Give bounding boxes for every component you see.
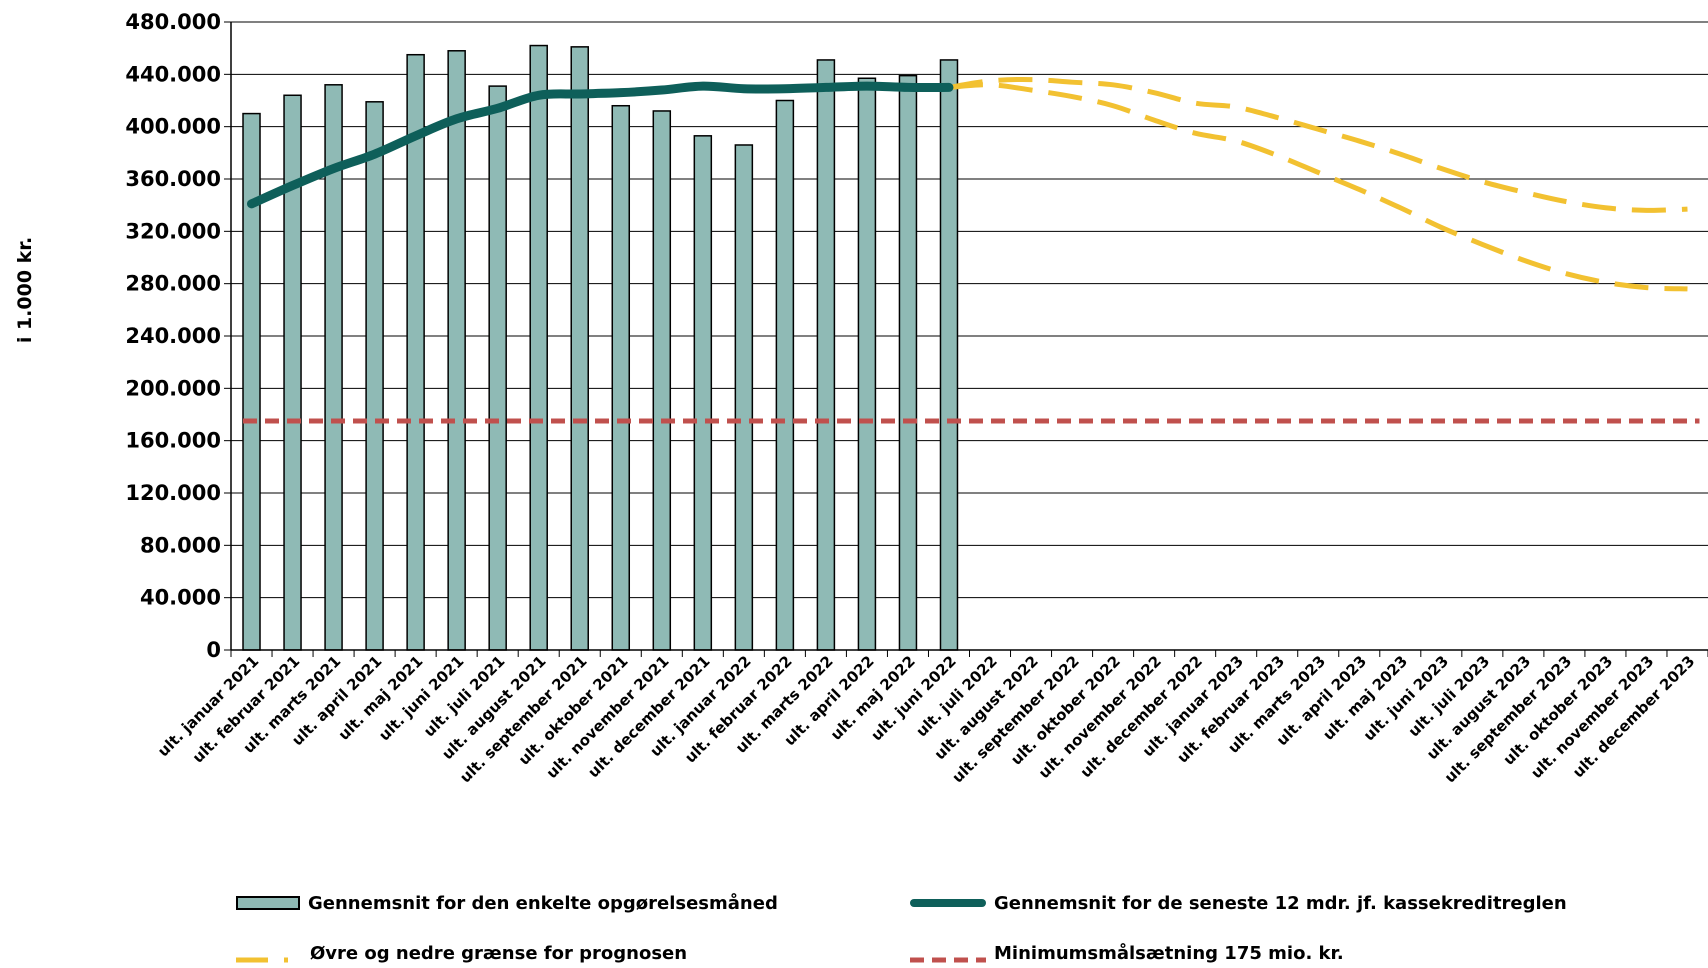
forecast-lines — [948, 76, 1688, 292]
bar — [652, 110, 672, 651]
y-tick-label: 480.000 — [125, 10, 221, 34]
bar — [447, 50, 466, 651]
y-tick-label: 240.000 — [125, 324, 221, 348]
y-tick-label: 360.000 — [125, 167, 221, 191]
bar — [775, 99, 795, 651]
bar — [570, 46, 589, 651]
axes — [230, 22, 1708, 657]
forecast-upper-line — [948, 76, 1688, 213]
y-tick-label: 200.000 — [125, 376, 221, 400]
y-tick-label: 400.000 — [125, 115, 221, 139]
bar — [488, 85, 507, 651]
y-tick-label: 80.000 — [140, 533, 221, 557]
y-tick-label: 160.000 — [125, 429, 221, 453]
forecast-lower-line — [948, 82, 1688, 292]
y-tick-label: 120.000 — [125, 481, 221, 505]
gridlines — [224, 21, 1708, 651]
y-tick-labels: 0 40.000 80.000 120.000 160.000 200.000 240.00… — [125, 10, 221, 662]
bar — [857, 77, 877, 651]
bar — [816, 59, 836, 651]
bar — [611, 104, 631, 651]
rolling-average-path — [247, 81, 954, 209]
bar — [939, 59, 959, 651]
y-tick-label: 40.000 — [140, 586, 221, 610]
bar — [734, 144, 754, 651]
bar — [406, 53, 425, 651]
y-tick-label: 440.000 — [125, 62, 221, 86]
bar — [898, 74, 918, 651]
y-tick-label: 0 — [206, 638, 221, 662]
bar — [365, 101, 384, 651]
bar — [693, 135, 713, 651]
bar-series — [242, 44, 959, 651]
bar — [529, 44, 548, 651]
rolling-average-line — [247, 81, 954, 209]
y-tick-label: 320.000 — [125, 219, 221, 243]
bar — [242, 112, 261, 651]
y-axis-label: i 1.000 kr. — [14, 237, 36, 343]
y-tick-label: 280.000 — [125, 272, 221, 296]
